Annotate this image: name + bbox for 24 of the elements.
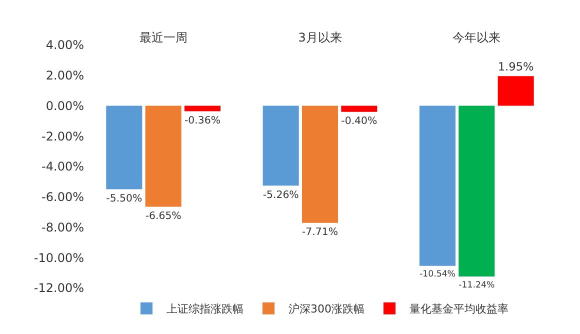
legend-label: 上证综指涨跌幅 — [166, 302, 244, 316]
data-label: -11.24% — [458, 280, 495, 290]
legend-label: 沪深300涨跌幅 — [288, 302, 364, 316]
y-tick-label: -8.00% — [42, 220, 84, 234]
data-label: -5.50% — [106, 194, 142, 205]
x-tick-label: 今年以来 — [452, 30, 501, 45]
data-label: 1.95% — [498, 59, 534, 74]
y-tick-label: -2.00% — [42, 129, 84, 144]
y-tick-label: -6.00% — [42, 190, 84, 204]
x-tick-label: 3月以来 — [298, 30, 342, 45]
y-tick-label: -4.00% — [42, 160, 84, 174]
y-tick-label: -12.00% — [34, 281, 84, 296]
y-tick-label: 0.00% — [46, 98, 84, 113]
data-label: -10.54% — [420, 270, 456, 280]
data-label: -7.71% — [302, 227, 338, 238]
y-tick-label: 2.00% — [46, 68, 84, 83]
data-label: -5.26% — [262, 190, 300, 201]
data-label: -0.36% — [184, 116, 221, 127]
y-tick-label: -10.00% — [34, 250, 84, 265]
legend-label: 量化基金平均收益率 — [410, 302, 508, 316]
data-label: -6.65% — [145, 211, 182, 222]
x-tick-label: 最近一周 — [139, 30, 188, 45]
data-label: -0.40% — [341, 116, 378, 128]
y-tick-label: 4.00% — [46, 38, 84, 52]
